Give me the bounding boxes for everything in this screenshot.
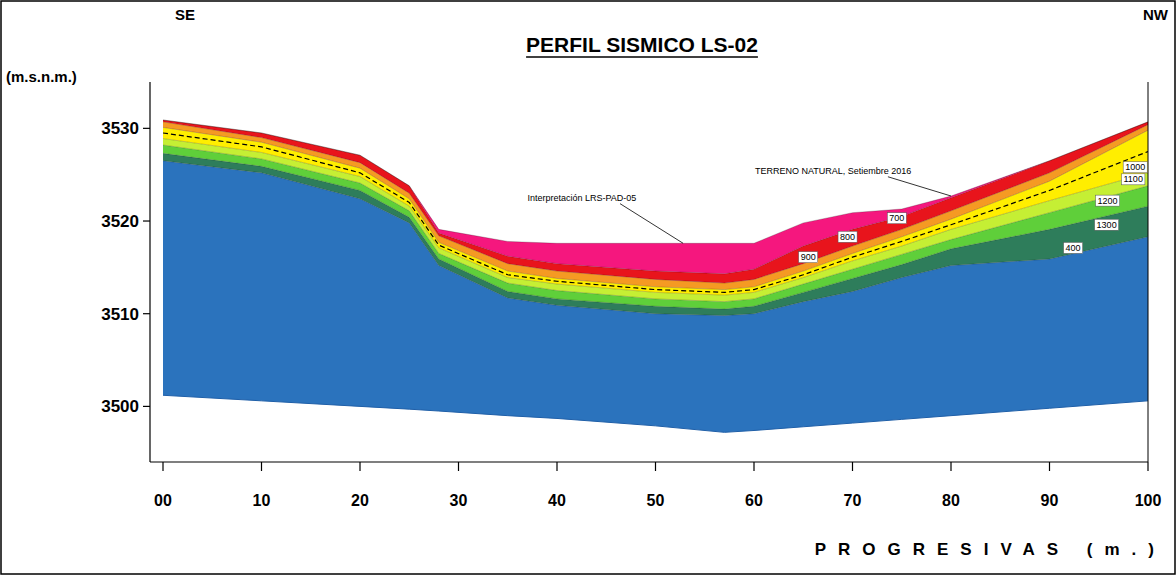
x-tick-label: 40: [548, 492, 566, 509]
frame: [1, 1, 1175, 574]
annotation: TERRENO NATURAL, Setiembre 2016: [755, 166, 911, 176]
y-tick: [143, 128, 150, 129]
layer-label-group: 800: [838, 231, 857, 242]
layer-label: 900: [801, 252, 816, 262]
axes: 3500 3510 3520 3530 00 10 20 30 40 50 60 70 80 90 100: [101, 82, 1161, 509]
x-tick-label: 30: [450, 492, 468, 509]
y-tick-label: 3500: [101, 397, 139, 416]
annotations: TERRENO NATURAL, Setiembre 2016 Interpret…: [527, 166, 951, 244]
layer-label-box: [1096, 195, 1120, 206]
layer-label-box: [1122, 174, 1145, 185]
x-tick: [1049, 462, 1050, 471]
leader-line: [620, 204, 683, 244]
x-tick: [458, 462, 459, 471]
layer-edge: [163, 120, 1148, 243]
x-tick: [753, 462, 754, 471]
x-tick: [162, 462, 163, 471]
layer-area: [163, 120, 1148, 283]
x-tick-label: 60: [745, 492, 763, 509]
layer-label-group: 400: [1064, 242, 1083, 253]
layer-edge: [163, 120, 1148, 274]
layer-label-group: 1200: [1096, 195, 1120, 206]
layer-label: 1000: [1125, 162, 1145, 172]
layer-label: 1200: [1098, 196, 1118, 206]
direction-label: SE: [175, 6, 195, 23]
x-tick: [950, 462, 951, 471]
layer-label-group: 1100: [1122, 174, 1145, 185]
layer-label-group: 1000: [1123, 162, 1147, 173]
annotation: Interpretación LRS-PAD-05: [527, 193, 636, 203]
layers: [163, 120, 1148, 432]
x-tick-label: 20: [351, 492, 369, 509]
y-tick: [143, 313, 150, 314]
layer-line: [163, 395, 1148, 432]
x-tick: [655, 462, 656, 471]
layer-line: [163, 133, 1148, 292]
title: PERFIL SISMICO LS-02: [526, 33, 758, 56]
y-tick: [143, 406, 150, 407]
x-axis-title: PROGRESIVAS (m.): [815, 540, 1166, 559]
layer-label-box: [799, 252, 818, 263]
y-axis-line: [149, 82, 150, 462]
layer-label-group: 900: [799, 252, 818, 263]
layer-label-box: [1123, 162, 1147, 173]
layer-label: 700: [889, 213, 904, 223]
layer-edge: [163, 153, 1148, 309]
y-tick-label: 3510: [101, 305, 139, 324]
x-tick: [359, 462, 360, 471]
layer-label: 800: [840, 232, 855, 242]
x-tick-label: 100: [1135, 492, 1162, 509]
layer-label-group: 1300: [1095, 219, 1119, 230]
layer-label-group: 700: [887, 213, 906, 224]
layer-label-box: [1064, 242, 1083, 253]
layer-label: 400: [1066, 243, 1081, 253]
layer-labels: 700 800 900 1000 1100 1200 1300 400: [799, 162, 1148, 263]
x-tick: [556, 462, 557, 471]
layer-edge: [163, 127, 1148, 289]
title-underline: [526, 56, 758, 58]
chart: 3500 3510 3520 3530 00 10 20 30 40 50 60 70 80 90 100 (…: [0, 0, 1176, 575]
layer-label-box: [838, 231, 857, 242]
layer-edge: [163, 122, 1148, 283]
layer-edge: [163, 139, 1148, 296]
right-frame-line: [1148, 82, 1149, 462]
x-tick: [1147, 462, 1148, 471]
layer-label: 1100: [1124, 174, 1143, 184]
leader-line: [888, 177, 951, 196]
layer-edge: [163, 145, 1148, 302]
layer-label: 1300: [1097, 220, 1117, 230]
x-tick-label: 80: [942, 492, 960, 509]
x-axis-line: [150, 461, 1148, 462]
y-tick-label: 3530: [101, 119, 139, 138]
y-axis-title: (m.s.n.m.): [6, 68, 77, 85]
x-tick-label: 10: [253, 492, 271, 509]
x-tick-label: 90: [1041, 492, 1059, 509]
direction-label: NW: [1143, 6, 1169, 23]
layer-label-box: [887, 213, 906, 224]
y-tick: [143, 220, 150, 221]
x-tick-label: 50: [647, 492, 665, 509]
y-tick-label: 3520: [101, 212, 139, 231]
x-tick-label: 00: [154, 492, 172, 509]
x-tick: [852, 462, 853, 471]
x-tick-label: 70: [844, 492, 862, 509]
x-tick: [261, 462, 262, 471]
layer-area: [163, 120, 1148, 274]
layer-label-box: [1095, 219, 1119, 230]
